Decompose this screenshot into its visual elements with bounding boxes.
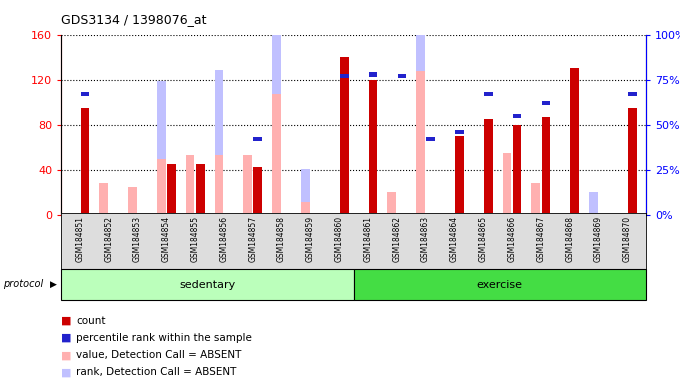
Bar <box>455 130 464 134</box>
Text: count: count <box>76 316 105 326</box>
FancyBboxPatch shape <box>354 270 646 300</box>
Text: sedentary: sedentary <box>180 280 235 290</box>
Bar <box>167 164 175 215</box>
Text: GSM184867: GSM184867 <box>537 216 545 262</box>
Text: ■: ■ <box>61 333 71 343</box>
Bar <box>416 71 425 215</box>
Text: protocol: protocol <box>3 279 44 289</box>
Bar <box>196 164 205 215</box>
Bar <box>388 192 396 215</box>
Bar <box>81 92 89 96</box>
Text: GSM184865: GSM184865 <box>479 216 488 262</box>
Text: ■: ■ <box>61 367 71 377</box>
Text: exercise: exercise <box>477 280 523 290</box>
Bar <box>426 137 435 141</box>
Text: GDS3134 / 1398076_at: GDS3134 / 1398076_at <box>61 13 207 26</box>
FancyBboxPatch shape <box>61 270 354 300</box>
Text: GSM184862: GSM184862 <box>392 216 401 262</box>
Text: GSM184854: GSM184854 <box>162 216 171 262</box>
Text: GSM184856: GSM184856 <box>220 216 228 262</box>
Bar <box>272 0 281 94</box>
Text: GSM184869: GSM184869 <box>594 216 603 262</box>
Text: GSM184857: GSM184857 <box>248 216 257 262</box>
Bar <box>484 92 492 96</box>
Bar <box>254 137 262 141</box>
Text: ■: ■ <box>61 350 71 360</box>
Bar <box>301 169 309 202</box>
Bar <box>503 153 511 215</box>
Bar <box>81 108 89 215</box>
Text: GSM184855: GSM184855 <box>190 216 200 262</box>
Text: GSM184858: GSM184858 <box>277 216 286 262</box>
Bar <box>541 117 550 215</box>
Bar <box>416 0 425 71</box>
Text: value, Detection Call = ABSENT: value, Detection Call = ABSENT <box>76 350 241 360</box>
Bar <box>340 57 349 215</box>
Bar <box>369 72 377 76</box>
Bar <box>340 74 349 78</box>
Text: GSM184864: GSM184864 <box>450 216 459 262</box>
Bar <box>513 114 522 118</box>
Bar <box>215 155 223 215</box>
Bar <box>243 155 252 215</box>
Text: GSM184860: GSM184860 <box>335 216 343 262</box>
Bar <box>301 202 309 215</box>
Text: GSM184868: GSM184868 <box>565 216 574 262</box>
Bar <box>484 119 492 215</box>
Bar <box>513 125 522 215</box>
Text: GSM184863: GSM184863 <box>421 216 430 262</box>
Text: GSM184851: GSM184851 <box>75 216 84 262</box>
Bar <box>628 108 636 215</box>
Text: GSM184866: GSM184866 <box>507 216 517 262</box>
Text: GSM184852: GSM184852 <box>104 216 114 262</box>
Text: rank, Detection Call = ABSENT: rank, Detection Call = ABSENT <box>76 367 237 377</box>
Bar <box>369 80 377 215</box>
Bar <box>272 94 281 215</box>
Bar <box>254 167 262 215</box>
Text: GSM184861: GSM184861 <box>364 216 373 262</box>
Text: ■: ■ <box>61 316 71 326</box>
Bar <box>532 184 540 215</box>
Bar <box>541 101 550 105</box>
Bar <box>215 70 223 155</box>
Bar <box>398 74 406 78</box>
Text: GSM184859: GSM184859 <box>306 216 315 262</box>
Text: GSM184853: GSM184853 <box>133 216 142 262</box>
Bar <box>571 68 579 215</box>
Bar <box>628 92 636 96</box>
Bar <box>455 136 464 215</box>
Bar <box>128 187 137 215</box>
Bar <box>186 155 194 215</box>
Text: percentile rank within the sample: percentile rank within the sample <box>76 333 252 343</box>
Bar <box>157 81 166 159</box>
Bar <box>589 192 598 215</box>
Bar <box>157 159 166 215</box>
Bar <box>99 184 108 215</box>
Text: ▶: ▶ <box>50 280 56 289</box>
Text: GSM184870: GSM184870 <box>623 216 632 262</box>
